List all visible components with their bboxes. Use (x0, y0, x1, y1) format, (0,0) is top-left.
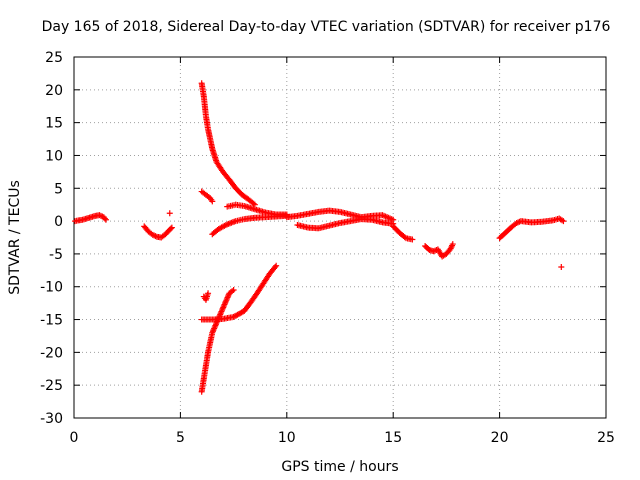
data-point (167, 225, 174, 232)
y-tick-label: -30 (40, 411, 63, 427)
data-point (205, 290, 212, 297)
data-point (558, 264, 565, 271)
y-tick-label: 0 (54, 214, 63, 230)
data-point (101, 215, 108, 222)
y-tick-label: -5 (49, 247, 63, 263)
y-tick-label: 15 (45, 116, 63, 132)
data-point (250, 200, 257, 207)
y-tick-label: 5 (54, 181, 63, 197)
data-point (102, 216, 109, 223)
data-point (168, 224, 175, 231)
x-tick-label: 5 (176, 430, 185, 446)
x-tick-label: 15 (384, 430, 402, 446)
data-point (449, 241, 456, 248)
x-tick-label: 20 (491, 430, 509, 446)
grid-lines (74, 57, 606, 418)
data-point (409, 236, 416, 243)
y-axis-label: SDTVAR / TECUs (7, 180, 23, 295)
x-tick-label: 25 (597, 430, 615, 446)
y-tick-label: -25 (40, 378, 63, 394)
x-axis-label: GPS time / hours (281, 459, 398, 475)
plot-frame (73, 56, 607, 419)
y-tick-label: 10 (45, 148, 63, 164)
data-point (273, 262, 280, 269)
data-point (272, 264, 279, 271)
data-point (401, 234, 408, 241)
y-tick-label: 25 (45, 50, 63, 66)
data-point (209, 198, 216, 205)
y-tick-label: -10 (40, 280, 63, 296)
y-tick-label: -15 (40, 313, 63, 329)
x-tick-label: 10 (278, 430, 296, 446)
tick-labels: 0 5 10 15 20 25 25 20 15 10 5 0 -5 -10 -15 -20 -25 -30 (40, 50, 615, 446)
data-points (72, 80, 567, 395)
y-tick-label: 20 (45, 83, 63, 99)
y-tick-label: -20 (40, 345, 63, 361)
data-point (560, 218, 567, 225)
data-point (166, 210, 173, 217)
chart-title: Day 165 of 2018, Sidereal Day-to-day VTE… (42, 19, 611, 35)
data-point (230, 287, 237, 294)
x-tick-label: 0 (70, 430, 79, 446)
